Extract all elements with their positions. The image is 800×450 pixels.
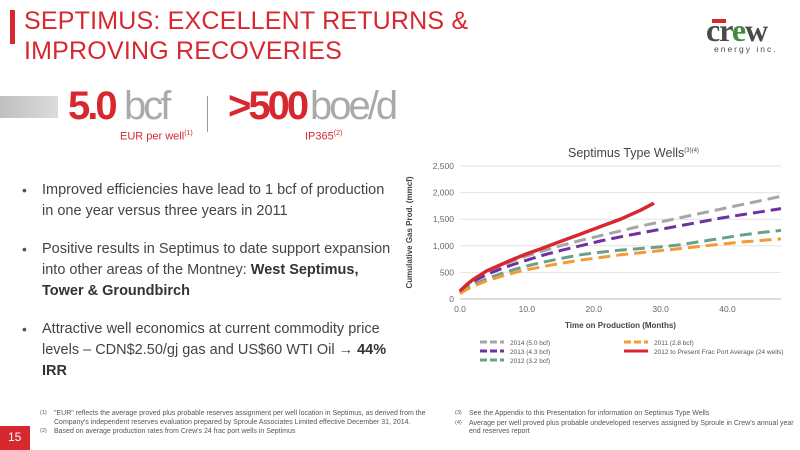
title-accent-bar (10, 10, 15, 44)
crew-logo: crew energy inc. (700, 14, 780, 54)
x-tick-label: 40.0 (719, 304, 736, 314)
series-line (459, 237, 782, 295)
y-axis-title: Cumulative Gas Prod. (mmcf) (405, 176, 414, 288)
series-line (458, 194, 782, 293)
series-line (458, 201, 655, 293)
chart-title: Septimus Type Wells(3)(4) (568, 146, 699, 160)
title-line-2: IMPROVING RECOVERIES (24, 37, 342, 65)
title-line-1: SEPTIMUS: EXCELLENT RETURNS & (24, 7, 469, 35)
x-tick-label: 0.0 (454, 304, 466, 314)
stat-eur-label: EUR per well(1) (120, 130, 193, 143)
y-tick-label: 0 (449, 294, 454, 304)
footnote: (3) See the Appendix to this Presentation… (455, 410, 710, 417)
footnote: (4) Average per well proved plus probable… (455, 419, 794, 436)
legend-label: 2012 to Present Frac Port Average (24 we… (654, 349, 784, 356)
bullet-list: • Improved efficiencies have lead to 1 b… (22, 180, 392, 399)
legend-label: 2014 (5.0 bcf) (510, 340, 550, 347)
stat-eur-value: 5.0 (68, 84, 118, 128)
logo-wordmark: crew (706, 12, 768, 48)
series-line (458, 207, 782, 294)
page-number: 15 (8, 430, 22, 444)
x-axis-title: Time on Production (Months) (565, 321, 676, 330)
legend-label: 2013 (4.3 bcf) (510, 349, 550, 356)
stat-divider (207, 96, 208, 132)
bullet-item: • Positive results in Septimus to date s… (22, 241, 391, 299)
y-tick-label: 1,000 (433, 241, 455, 251)
footnotes-right: (3) See the Appendix to this Presentation… (455, 410, 795, 438)
y-tick-label: 500 (440, 267, 454, 277)
page-number-tab (0, 426, 30, 450)
bullet-bold-irr: 44% IRR (42, 342, 387, 379)
slide-title: SEPTIMUS: EXCELLENT RETURNS & IMPROVING … (24, 6, 544, 66)
stat-eur-unit: bcf (124, 84, 171, 128)
bullet-dot: • (22, 241, 27, 257)
x-tick-label: 20.0 (585, 304, 602, 314)
grey-band (0, 96, 58, 118)
footnotes-left: (1) "EUR" reflects the average proved plu… (40, 410, 450, 438)
bullet-dot: • (22, 182, 27, 198)
x-tick-label: 30.0 (652, 304, 669, 314)
bullet-item: • Attractive well economics at current c… (22, 321, 387, 379)
stat-ip-label: IP365(2) (305, 130, 343, 143)
logo-subtitle: energy inc. (714, 44, 778, 54)
footnote: (2) Based on average production rates fro… (40, 428, 296, 435)
footnote: (1) "EUR" reflects the average proved plu… (40, 410, 426, 426)
stat-ip-unit: boe/d (310, 84, 398, 128)
legend-label: 2012 (3.2 bcf) (510, 358, 550, 365)
legend-label: 2011 (2.8 bcf) (654, 340, 694, 347)
type-well-chart: 0 500 1,000 1,500 2,000 2,500 0.0 10.0 20.0 30.0 4… (405, 161, 784, 365)
bullet-bold-areas: West Septimus, Tower & Groundbirch (42, 262, 359, 299)
series-line (459, 228, 782, 295)
logo-red-mark (712, 19, 726, 23)
stat-ip-value: >500 (228, 84, 309, 128)
y-tick-label: 2,000 (433, 188, 455, 198)
x-tick-label: 10.0 (519, 304, 536, 314)
y-tick-label: 2,500 (433, 161, 455, 171)
bullet-dot: • (22, 321, 27, 337)
bullet-item: • Improved efficiencies have lead to 1 b… (22, 182, 385, 219)
y-tick-label: 1,500 (433, 214, 455, 224)
